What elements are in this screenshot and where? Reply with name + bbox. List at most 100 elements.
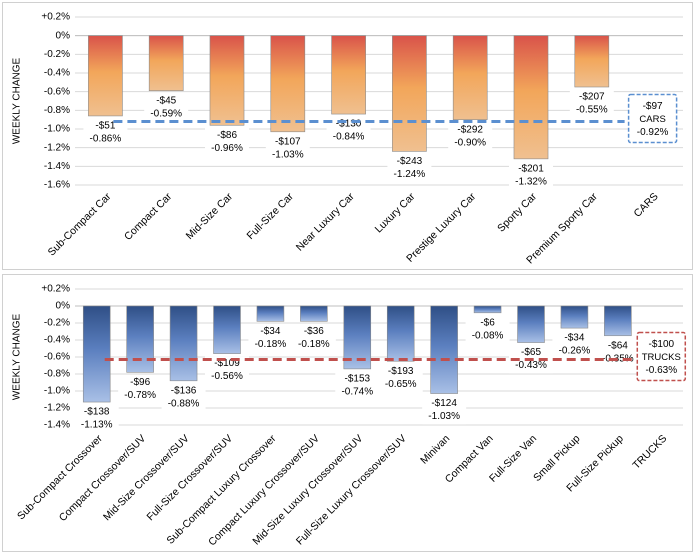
bar-full-size-pickup [604,305,632,337]
y-tick-label: -0.4% [44,68,70,79]
data-label-percent: -0.08% [472,330,504,341]
data-label-percent: -0.59% [150,108,182,119]
bar-sporty-car [513,35,549,160]
average-callout-box [636,331,687,382]
bar-small-pickup [560,305,589,329]
bar-mid-size-crossover-suv [169,305,198,382]
data-label-dollar: -$109 [214,358,240,369]
average-callout-percent: -0.63% [645,365,677,376]
category-label-compact-crossover-suv: Compact Crossover/SUV [57,433,148,524]
bar-minivan [430,305,458,394]
data-label-percent: -0.86% [90,134,122,145]
category-label-sub-compact-car: Sub-Compact Car [46,190,114,258]
bar-compact-car [148,35,184,92]
average-callout-dollar: -$97 [643,101,663,112]
cars-chart: +0.2% 0% -0.2% -0.4% -0.6% -0.8% -1.0% -1.2% -1.… [12,12,683,266]
data-label-background [335,371,380,400]
average-callout-percent: -0.92% [637,127,669,138]
y-tick-label: -1.0% [44,124,70,135]
bar-compact-luxury-crossover-suv [300,305,328,322]
data-label-dollar: -$201 [518,164,544,175]
data-label-background [595,338,640,367]
data-label-percent: -1.03% [428,411,460,422]
data-label-background [448,122,493,151]
y-tick-label: -1.4% [44,161,70,172]
bar-full-size-van [517,305,545,343]
data-label-dollar: -$153 [344,374,370,385]
data-label-dollar: -$65 [521,347,541,358]
data-label-background [291,324,336,353]
y-tick-label: 0% [56,301,71,312]
data-label-dollar: -$96 [130,377,150,388]
data-label-dollar: -$193 [388,366,414,377]
average-callout-box [627,93,678,144]
y-tick-label: -0.6% [44,352,70,363]
data-label-dollar: -$124 [431,398,457,409]
data-label-percent: -0.78% [124,390,156,401]
data-label-percent: -1.24% [394,169,426,180]
average-callout-name: TRUCKS [642,352,681,363]
category-label-trucks: TRUCKS [630,433,669,472]
category-label-full-size-crossover-suv: Full-Size Crossover/SUV [144,433,235,524]
category-label-mid-size-car: Mid-Size Car [184,190,236,242]
trucks-chart-panel: +0.2% 0% -0.2% -0.4% -0.6% -0.8% -1.0% -1.2% -1.… [2,274,693,552]
data-label-percent: -1.13% [81,420,113,431]
data-label-background [205,128,249,157]
bar-premium-sporty-car [574,35,610,88]
y-tick-label: -1.4% [44,420,70,431]
data-label-dollar: -$45 [156,95,176,106]
data-label-background [248,324,293,353]
data-label-dollar: -$136 [171,385,197,396]
bar-full-size-car [270,35,306,133]
bar-full-size-crossover-suv [213,305,241,354]
data-label-percent: -0.88% [168,398,200,409]
category-label-sub-compact-crossover: Sub-Compact Crossover [15,432,105,522]
bar-full-size-luxury-crossover-suv [386,305,415,362]
y-tick-label: -0.4% [44,335,70,346]
data-label-percent: -0.18% [255,339,287,350]
data-label-background [552,331,597,360]
data-label-dollar: -$243 [397,156,423,167]
data-label-background [118,375,163,404]
data-label-dollar: -$34 [260,326,280,337]
y-tick-label: -0.8% [44,369,70,380]
y-tick-label: -0.6% [44,86,70,97]
category-label-mid-size-crossover-suv: Mid-Size Crossover/SUV [101,433,192,524]
category-label-near-luxury-car: Near Luxury Car [294,190,357,253]
category-label-full-size-car: Full-Size Car [244,190,296,242]
data-label-background [265,134,310,163]
data-label-percent: -0.18% [298,339,330,350]
data-label-percent: -0.55% [576,105,608,116]
y-tick-label: -1.2% [44,403,70,414]
y-tick-label: -1.2% [44,142,70,153]
bar-near-luxury-car [331,35,366,115]
data-label-dollar: -$6 [480,317,495,328]
y-tick-label: -0.2% [44,49,70,60]
y-tick-label: -1.0% [44,386,70,397]
data-label-percent: -0.65% [385,379,417,390]
y-axis-title: WEEKLY CHANGE [12,58,23,145]
data-label-dollar: -$292 [457,124,483,135]
trucks-chart: +0.2% 0% -0.2% -0.4% -0.6% -0.8% -1.0% -1.2% -1.… [12,284,687,548]
y-axis-title: WEEKLY CHANGE [12,314,23,401]
average-callout-dollar: -$100 [648,339,674,350]
bar-sub-compact-car [88,35,123,117]
data-label-percent: -0.84% [333,132,365,143]
data-label-background [144,93,189,122]
data-label-percent: -1.32% [515,177,547,188]
data-label-percent: -0.96% [211,143,243,154]
data-label-dollar: -$130 [336,119,362,130]
data-label-dollar: -$64 [608,340,628,351]
data-label-dollar: -$51 [95,121,115,132]
data-label-percent: -0.26% [559,346,591,357]
data-label-background [378,364,423,393]
average-callout-name: CARS [639,114,665,125]
bar-sub-compact-luxury-crossover [256,305,285,322]
y-tick-label: +0.2% [41,12,70,23]
y-tick-label: -1.6% [44,180,70,191]
bar-mid-size-car [209,35,245,126]
data-label-percent: -0.35% [602,353,634,364]
category-label-compact-car: Compact Car [122,190,175,243]
category-label-minivan: Minivan [418,432,452,466]
